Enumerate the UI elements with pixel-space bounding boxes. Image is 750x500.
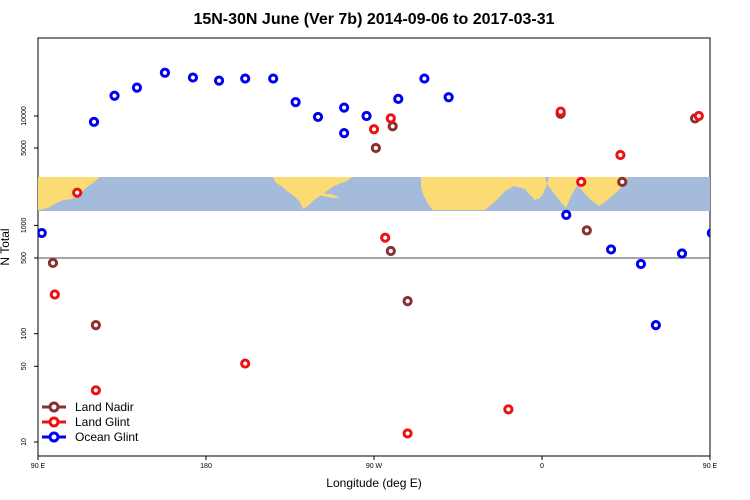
land-caribbean	[318, 193, 340, 198]
point-ocean-glint	[676, 248, 688, 259]
land-asia	[38, 177, 100, 210]
point-ocean-glint	[240, 73, 251, 84]
point-ocean-glint	[605, 244, 617, 255]
point-land-nadir	[617, 176, 628, 187]
point-ocean-glint	[635, 258, 647, 270]
point-land-glint	[555, 106, 566, 117]
point-ocean-glint	[443, 92, 454, 103]
point-land-nadir	[385, 245, 396, 257]
y-tick-label: 10	[21, 438, 28, 446]
y-tick-label: 10000	[21, 106, 28, 126]
x-tick-label: 180	[200, 463, 212, 470]
point-land-glint	[90, 385, 101, 396]
point-land-nadir	[47, 257, 59, 269]
chart-title: 15N-30N June (Ver 7b) 2014-09-06 to 2017…	[193, 11, 554, 28]
point-ocean-glint	[393, 93, 404, 104]
point-land-nadir	[387, 121, 398, 132]
point-ocean-glint	[744, 92, 750, 99]
point-land-nadir	[402, 295, 413, 307]
legend-marker-land-glint	[48, 416, 60, 428]
plot-frame	[37, 37, 711, 457]
legend-marker-ocean-glint	[48, 431, 60, 443]
y-tick-label: 50	[21, 362, 28, 370]
point-ocean-glint	[109, 90, 120, 101]
point-ocean-glint	[419, 73, 430, 84]
x-tick-label: 90 E	[31, 463, 46, 470]
point-ocean-glint	[312, 111, 324, 123]
point-ocean-glint	[268, 73, 279, 84]
point-ocean-glint	[213, 75, 225, 86]
point-land-glint	[503, 404, 514, 415]
legend: Land Nadir Land Glint Ocean Glint	[42, 400, 139, 444]
point-land-glint	[734, 129, 741, 136]
point-land-glint	[72, 187, 83, 198]
point-ocean-glint	[159, 67, 171, 78]
point-ocean-glint	[561, 209, 572, 221]
point-land-glint	[576, 176, 587, 187]
point-ocean-glint	[339, 102, 350, 113]
point-land-glint	[240, 358, 251, 369]
y-tick-label: 1000	[21, 218, 28, 234]
legend-label-land-glint: Land Glint	[75, 415, 130, 429]
map-band	[38, 177, 710, 211]
point-ocean-glint	[38, 227, 47, 239]
point-ocean-glint	[131, 82, 143, 93]
point-ocean-glint	[339, 128, 350, 139]
point-land-glint	[380, 232, 391, 243]
point-land-nadir	[370, 142, 381, 154]
point-ocean-glint	[187, 72, 199, 83]
x-tick-label: 90 E	[703, 463, 718, 470]
point-ocean-glint	[88, 116, 100, 128]
land-india	[547, 177, 577, 208]
legend-item-land-glint: Land Glint	[42, 415, 130, 429]
point-ocean-glint	[361, 110, 372, 122]
point-land-glint	[402, 428, 413, 439]
land-africa-asia	[421, 177, 547, 210]
y-tick-label: 500	[21, 252, 28, 264]
point-land-glint	[385, 113, 396, 124]
x-tick-label: 90 W	[366, 463, 383, 470]
point-land-nadir	[721, 155, 728, 162]
legend-item-ocean-glint: Ocean Glint	[42, 430, 139, 444]
point-ocean-glint	[719, 118, 726, 125]
land-north-america	[273, 177, 352, 209]
legend-label-ocean-glint: Ocean Glint	[75, 430, 139, 444]
point-ocean-glint	[290, 97, 301, 108]
legend-item-land-nadir: Land Nadir	[42, 400, 134, 414]
y-axis-label: N Total	[0, 228, 12, 265]
point-land-glint	[719, 161, 726, 168]
legend-label-land-nadir: Land Nadir	[75, 400, 134, 414]
y-tick-label: 100	[21, 328, 28, 340]
x-axis-label: Longitude (deg E)	[326, 476, 421, 490]
point-land-glint	[49, 289, 60, 300]
y-tick-label: 5000	[21, 140, 28, 156]
point-land-glint	[615, 149, 626, 161]
point-land-nadir	[581, 225, 592, 236]
point-ocean-glint	[706, 228, 710, 238]
land-se-asia	[574, 177, 628, 206]
legend-marker-land-nadir	[48, 401, 60, 413]
x-tick-label: 0	[540, 463, 544, 470]
point-land-glint	[693, 110, 704, 122]
point-ocean-glint	[650, 320, 661, 331]
point-land-glint	[368, 124, 380, 135]
point-land-nadir	[90, 320, 101, 331]
